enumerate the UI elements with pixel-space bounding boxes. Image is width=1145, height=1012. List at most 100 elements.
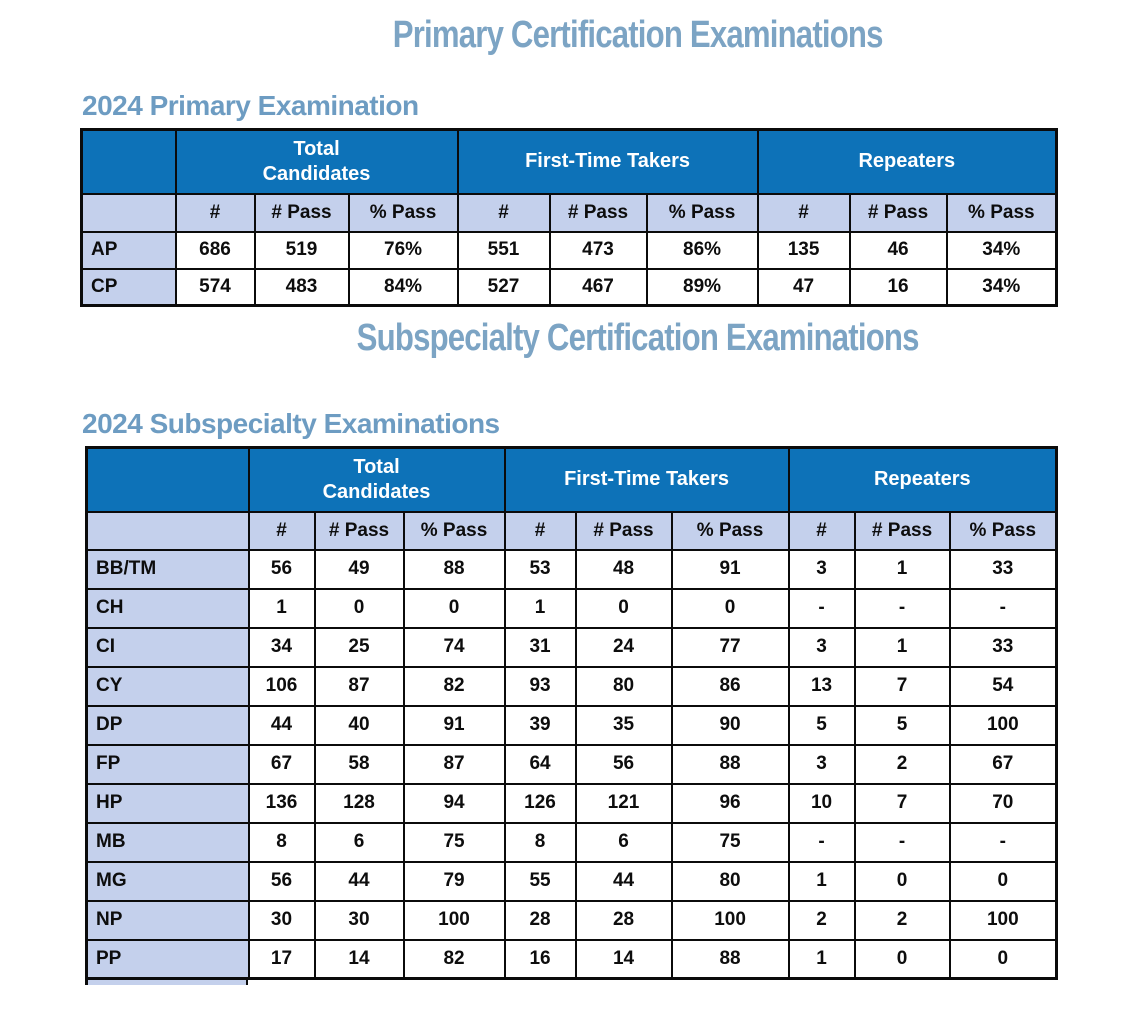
data-cell: 40 [313, 704, 405, 746]
data-cell: 106 [247, 665, 316, 707]
data-cell: 56 [247, 548, 316, 590]
data-cell: 2 [787, 899, 856, 941]
data-cell: 3 [787, 548, 856, 590]
col-header-num-pass: # Pass [853, 510, 951, 551]
data-cell: 80 [574, 665, 673, 707]
data-cell: 551 [456, 230, 551, 270]
subspecialty-sub-header-row: # # Pass % Pass # # Pass % Pass # # Pass… [85, 510, 1058, 551]
table-row: HP 136 128 94 126 121 96 10 7 70 [85, 782, 1058, 824]
col-header-pct-pass: % Pass [402, 510, 506, 551]
data-cell: 90 [670, 704, 790, 746]
data-cell: 39 [503, 704, 577, 746]
primary-section-title-text: Primary Certification Examinations [392, 14, 884, 56]
data-cell: 0 [853, 938, 951, 980]
data-cell: 100 [948, 704, 1058, 746]
primary-group-header-row: Total Candidates First-Time Takers Repea… [80, 128, 1058, 195]
data-cell: 2 [853, 743, 951, 785]
data-cell: 74 [402, 626, 506, 668]
table-row: FP 67 58 87 64 56 88 3 2 67 [85, 743, 1058, 785]
row-label: NP [85, 899, 250, 941]
data-cell: 1 [247, 587, 316, 629]
data-cell: 87 [313, 665, 405, 707]
col-header-num: # [456, 192, 551, 233]
data-cell: - [787, 821, 856, 863]
data-cell: 14 [574, 938, 673, 980]
data-cell: 483 [253, 267, 350, 307]
data-cell: 1 [853, 626, 951, 668]
data-cell: 54 [948, 665, 1058, 707]
data-cell: 56 [574, 743, 673, 785]
row-label: CY [85, 665, 250, 707]
primary-exam-heading: 2024 Primary Examination [82, 90, 419, 121]
row-label: BB/TM [85, 548, 250, 590]
table-row: BB/TM 56 49 88 53 48 91 3 1 33 [85, 548, 1058, 590]
blank-cell [85, 510, 250, 551]
data-cell: 0 [574, 587, 673, 629]
data-cell: - [948, 821, 1058, 863]
data-cell: 56 [247, 860, 316, 902]
table-row: CY 106 87 82 93 80 86 13 7 54 [85, 665, 1058, 707]
group-header-repeaters: Repeaters [787, 446, 1058, 513]
subspecialty-section-title: Subspecialty Certification Examinations [0, 316, 1145, 368]
data-cell: 7 [853, 665, 951, 707]
row-label: MG [85, 860, 250, 902]
data-cell: 25 [313, 626, 405, 668]
data-cell: 64 [503, 743, 577, 785]
data-cell: 1 [503, 587, 577, 629]
col-header-num: # [756, 192, 851, 233]
data-cell: 33 [948, 626, 1058, 668]
group-header-total-candidates: Total Candidates [174, 128, 459, 195]
subspecialty-table-body: BB/TM 56 49 88 53 48 91 3 1 33 CH 1 0 0 1 0 0- - - CI 34 25 74… [85, 548, 1058, 980]
corner-cell [85, 446, 250, 513]
data-cell: 0 [670, 587, 790, 629]
data-cell: 35 [574, 704, 673, 746]
data-cell: 46 [848, 230, 948, 270]
data-cell: 8 [247, 821, 316, 863]
data-cell: 53 [503, 548, 577, 590]
data-cell: 49 [313, 548, 405, 590]
data-cell: 13 [787, 665, 856, 707]
data-cell: 6 [574, 821, 673, 863]
col-header-num: # [174, 192, 256, 233]
group-header-first-time-takers: First-Time Takers [503, 446, 790, 513]
data-cell: 34% [945, 267, 1058, 307]
group-header-first-time-takers: First-Time Takers [456, 128, 759, 195]
data-cell: 121 [574, 782, 673, 824]
data-cell: 48 [574, 548, 673, 590]
subspecialty-section-title-text: Subspecialty Certification Examinations [356, 317, 920, 359]
data-cell: 16 [848, 267, 948, 307]
table-row: DP 44 40 91 39 35 90 5 5 100 [85, 704, 1058, 746]
table-row: CP 574 483 84% 527 467 89% 47 16 34% [80, 267, 1058, 307]
primary-table-body: AP 686 519 76% 551 473 86% 135 46 34% CP 574 483 84% 5… [80, 230, 1058, 307]
data-cell: 31 [503, 626, 577, 668]
data-cell: 14 [313, 938, 405, 980]
data-cell: - [948, 587, 1058, 629]
data-cell: 70 [948, 782, 1058, 824]
data-cell: 82 [402, 665, 506, 707]
data-cell: 93 [503, 665, 577, 707]
data-cell: 686 [174, 230, 256, 270]
col-header-num: # [503, 510, 577, 551]
row-label: MB [85, 821, 250, 863]
data-cell: 1 [853, 548, 951, 590]
data-cell: 86 [670, 665, 790, 707]
row-label: PP [85, 938, 250, 980]
table-row: MG 56 44 79 55 44 80 1 0 0 [85, 860, 1058, 902]
col-header-pct-pass: % Pass [347, 192, 459, 233]
col-header-num: # [787, 510, 856, 551]
data-cell: 24 [574, 626, 673, 668]
data-cell: 58 [313, 743, 405, 785]
subspecialty-exam-heading: 2024 Subspecialty Examinations [82, 408, 500, 439]
data-cell: 0 [853, 860, 951, 902]
data-cell: 67 [948, 743, 1058, 785]
data-cell: 0 [313, 587, 405, 629]
table-row: AP 686 519 76% 551 473 86% 135 46 34% [80, 230, 1058, 270]
data-cell: 6 [313, 821, 405, 863]
data-cell: 82 [402, 938, 506, 980]
data-cell: 67 [247, 743, 316, 785]
row-label: DP [85, 704, 250, 746]
table-row: MB 8 6 75 8 6 75- - - [85, 821, 1058, 863]
data-cell: 76% [347, 230, 459, 270]
group-header-total-candidates: Total Candidates [247, 446, 506, 513]
row-label: AP [80, 230, 177, 270]
